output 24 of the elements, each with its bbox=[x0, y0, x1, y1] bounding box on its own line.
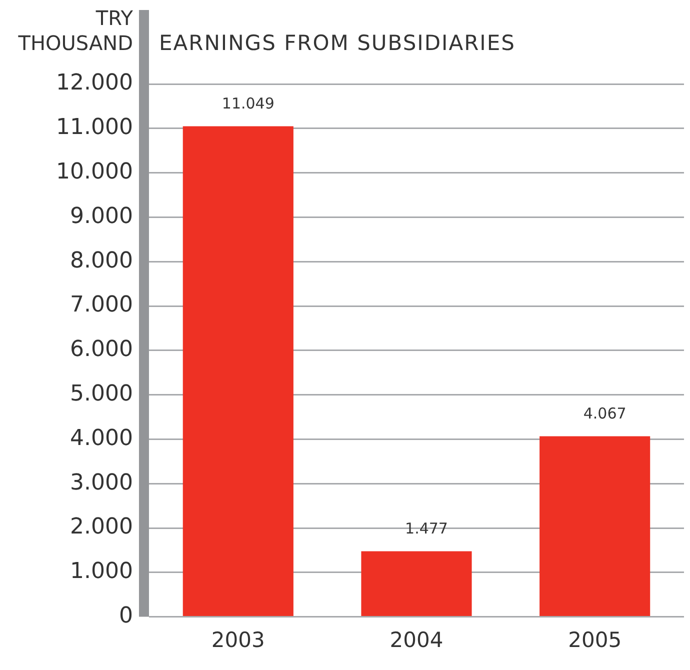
chart-title: EARNINGS FROM SUBSIDIARIES bbox=[158, 31, 516, 55]
y-axis-title: TRY THOUSAND bbox=[18, 6, 133, 56]
x-tick-label: 2005 bbox=[568, 628, 622, 652]
y-tick-label: 12.000 bbox=[56, 70, 133, 96]
y-tick-label: 4.000 bbox=[70, 426, 133, 451]
bar bbox=[540, 436, 650, 616]
y-tick-label: 1.000 bbox=[70, 559, 133, 584]
data-label: 11.049 bbox=[222, 94, 274, 113]
y-tick-label: 8.000 bbox=[70, 248, 133, 274]
x-tick-label: 2003 bbox=[211, 628, 265, 652]
y-tick-label: 0 bbox=[118, 604, 133, 629]
y-tick-label: 9.000 bbox=[70, 204, 133, 229]
y-tick-label: 7.000 bbox=[70, 292, 133, 318]
y-tick-label: 6.000 bbox=[70, 337, 133, 362]
data-label: 4.067 bbox=[583, 404, 626, 423]
x-tick-label: 2004 bbox=[390, 628, 444, 652]
y-tick-label: 11.000 bbox=[56, 115, 133, 140]
y-tick-label: 10.000 bbox=[56, 160, 133, 185]
bar bbox=[361, 551, 472, 616]
y-tick-label: 5.000 bbox=[70, 382, 133, 407]
data-label: 1.477 bbox=[405, 520, 448, 538]
bar bbox=[182, 126, 294, 616]
y-tick-label: 2.000 bbox=[70, 514, 133, 540]
y-tick-label: 3.000 bbox=[70, 470, 133, 496]
